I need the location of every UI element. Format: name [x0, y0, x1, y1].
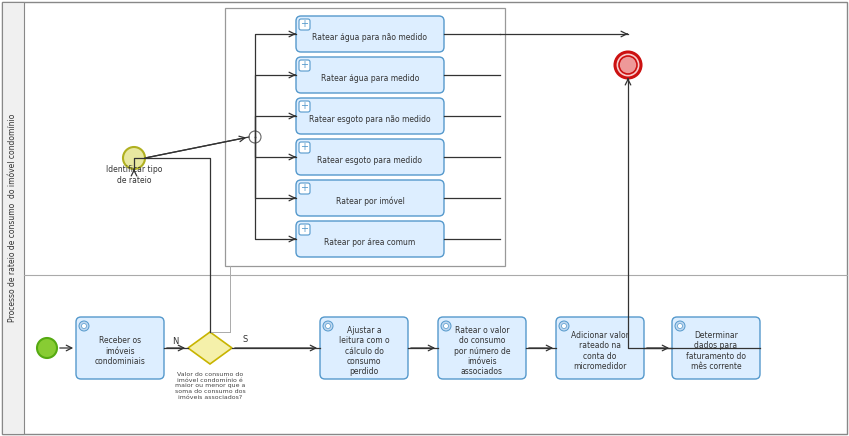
Circle shape: [123, 147, 145, 169]
Bar: [2, 2, 24, 434]
FancyBboxPatch shape: [296, 98, 444, 134]
FancyBboxPatch shape: [299, 183, 310, 194]
Text: Ratear por imóvel: Ratear por imóvel: [335, 196, 404, 206]
FancyBboxPatch shape: [296, 180, 444, 216]
FancyBboxPatch shape: [438, 317, 526, 379]
Text: S: S: [242, 335, 248, 344]
Text: Ratear esgoto para não medido: Ratear esgoto para não medido: [309, 115, 430, 123]
FancyBboxPatch shape: [296, 139, 444, 175]
Text: Ajustar a
leitura com o
cálculo do
consumo
perdido: Ajustar a leitura com o cálculo do consu…: [339, 326, 390, 376]
FancyBboxPatch shape: [299, 60, 310, 71]
Text: Ratear água para não medido: Ratear água para não medido: [312, 33, 428, 41]
Text: +: +: [300, 101, 308, 111]
Text: +: +: [300, 183, 308, 193]
Text: Identificar tipo
de rateio: Identificar tipo de rateio: [106, 165, 162, 185]
FancyBboxPatch shape: [76, 317, 164, 379]
Text: Processo de rateio de consumo  do imóvel condomínio: Processo de rateio de consumo do imóvel …: [8, 114, 18, 322]
Circle shape: [249, 131, 261, 143]
Circle shape: [675, 321, 685, 331]
FancyBboxPatch shape: [320, 317, 408, 379]
Text: Ratear água para medido: Ratear água para medido: [321, 74, 419, 82]
Text: Ratear esgoto para medido: Ratear esgoto para medido: [318, 156, 423, 164]
Text: +: +: [300, 60, 308, 70]
Circle shape: [615, 52, 641, 78]
FancyBboxPatch shape: [299, 19, 310, 30]
Text: Ratear o valor
do consumo
por número de
imóveis
associados: Ratear o valor do consumo por número de …: [453, 326, 510, 376]
Text: Adicionar valor
rateado na
conta do
micromedidor: Adicionar valor rateado na conta do micr…: [571, 331, 629, 371]
Circle shape: [441, 321, 451, 331]
Text: Determinar
dados para
faturamento do
mês corrente: Determinar dados para faturamento do mês…: [686, 331, 746, 371]
Text: +: +: [300, 142, 308, 152]
Circle shape: [443, 324, 448, 328]
Circle shape: [559, 321, 569, 331]
Circle shape: [619, 56, 637, 74]
FancyBboxPatch shape: [296, 221, 444, 257]
Polygon shape: [188, 332, 232, 364]
FancyBboxPatch shape: [299, 101, 310, 112]
Text: +: +: [300, 19, 308, 29]
FancyBboxPatch shape: [299, 224, 310, 235]
Circle shape: [323, 321, 333, 331]
FancyBboxPatch shape: [299, 142, 310, 153]
Circle shape: [325, 324, 330, 328]
FancyBboxPatch shape: [672, 317, 760, 379]
FancyBboxPatch shape: [296, 16, 444, 52]
Text: N: N: [171, 337, 178, 347]
Circle shape: [82, 324, 87, 328]
Circle shape: [79, 321, 89, 331]
Text: Receber os
imóveis
condominiais: Receber os imóveis condominiais: [94, 336, 145, 366]
FancyBboxPatch shape: [556, 317, 644, 379]
Bar: [225, 8, 505, 266]
Text: Ratear por área comum: Ratear por área comum: [324, 238, 416, 246]
Circle shape: [561, 324, 566, 328]
FancyBboxPatch shape: [296, 57, 444, 93]
Circle shape: [678, 324, 683, 328]
Text: +: +: [300, 224, 308, 234]
Text: Valor do consumo do
imóvel condomínio é
maior ou menor que a
soma do consumo dos: Valor do consumo do imóvel condomínio é …: [175, 372, 245, 400]
Circle shape: [37, 338, 57, 358]
